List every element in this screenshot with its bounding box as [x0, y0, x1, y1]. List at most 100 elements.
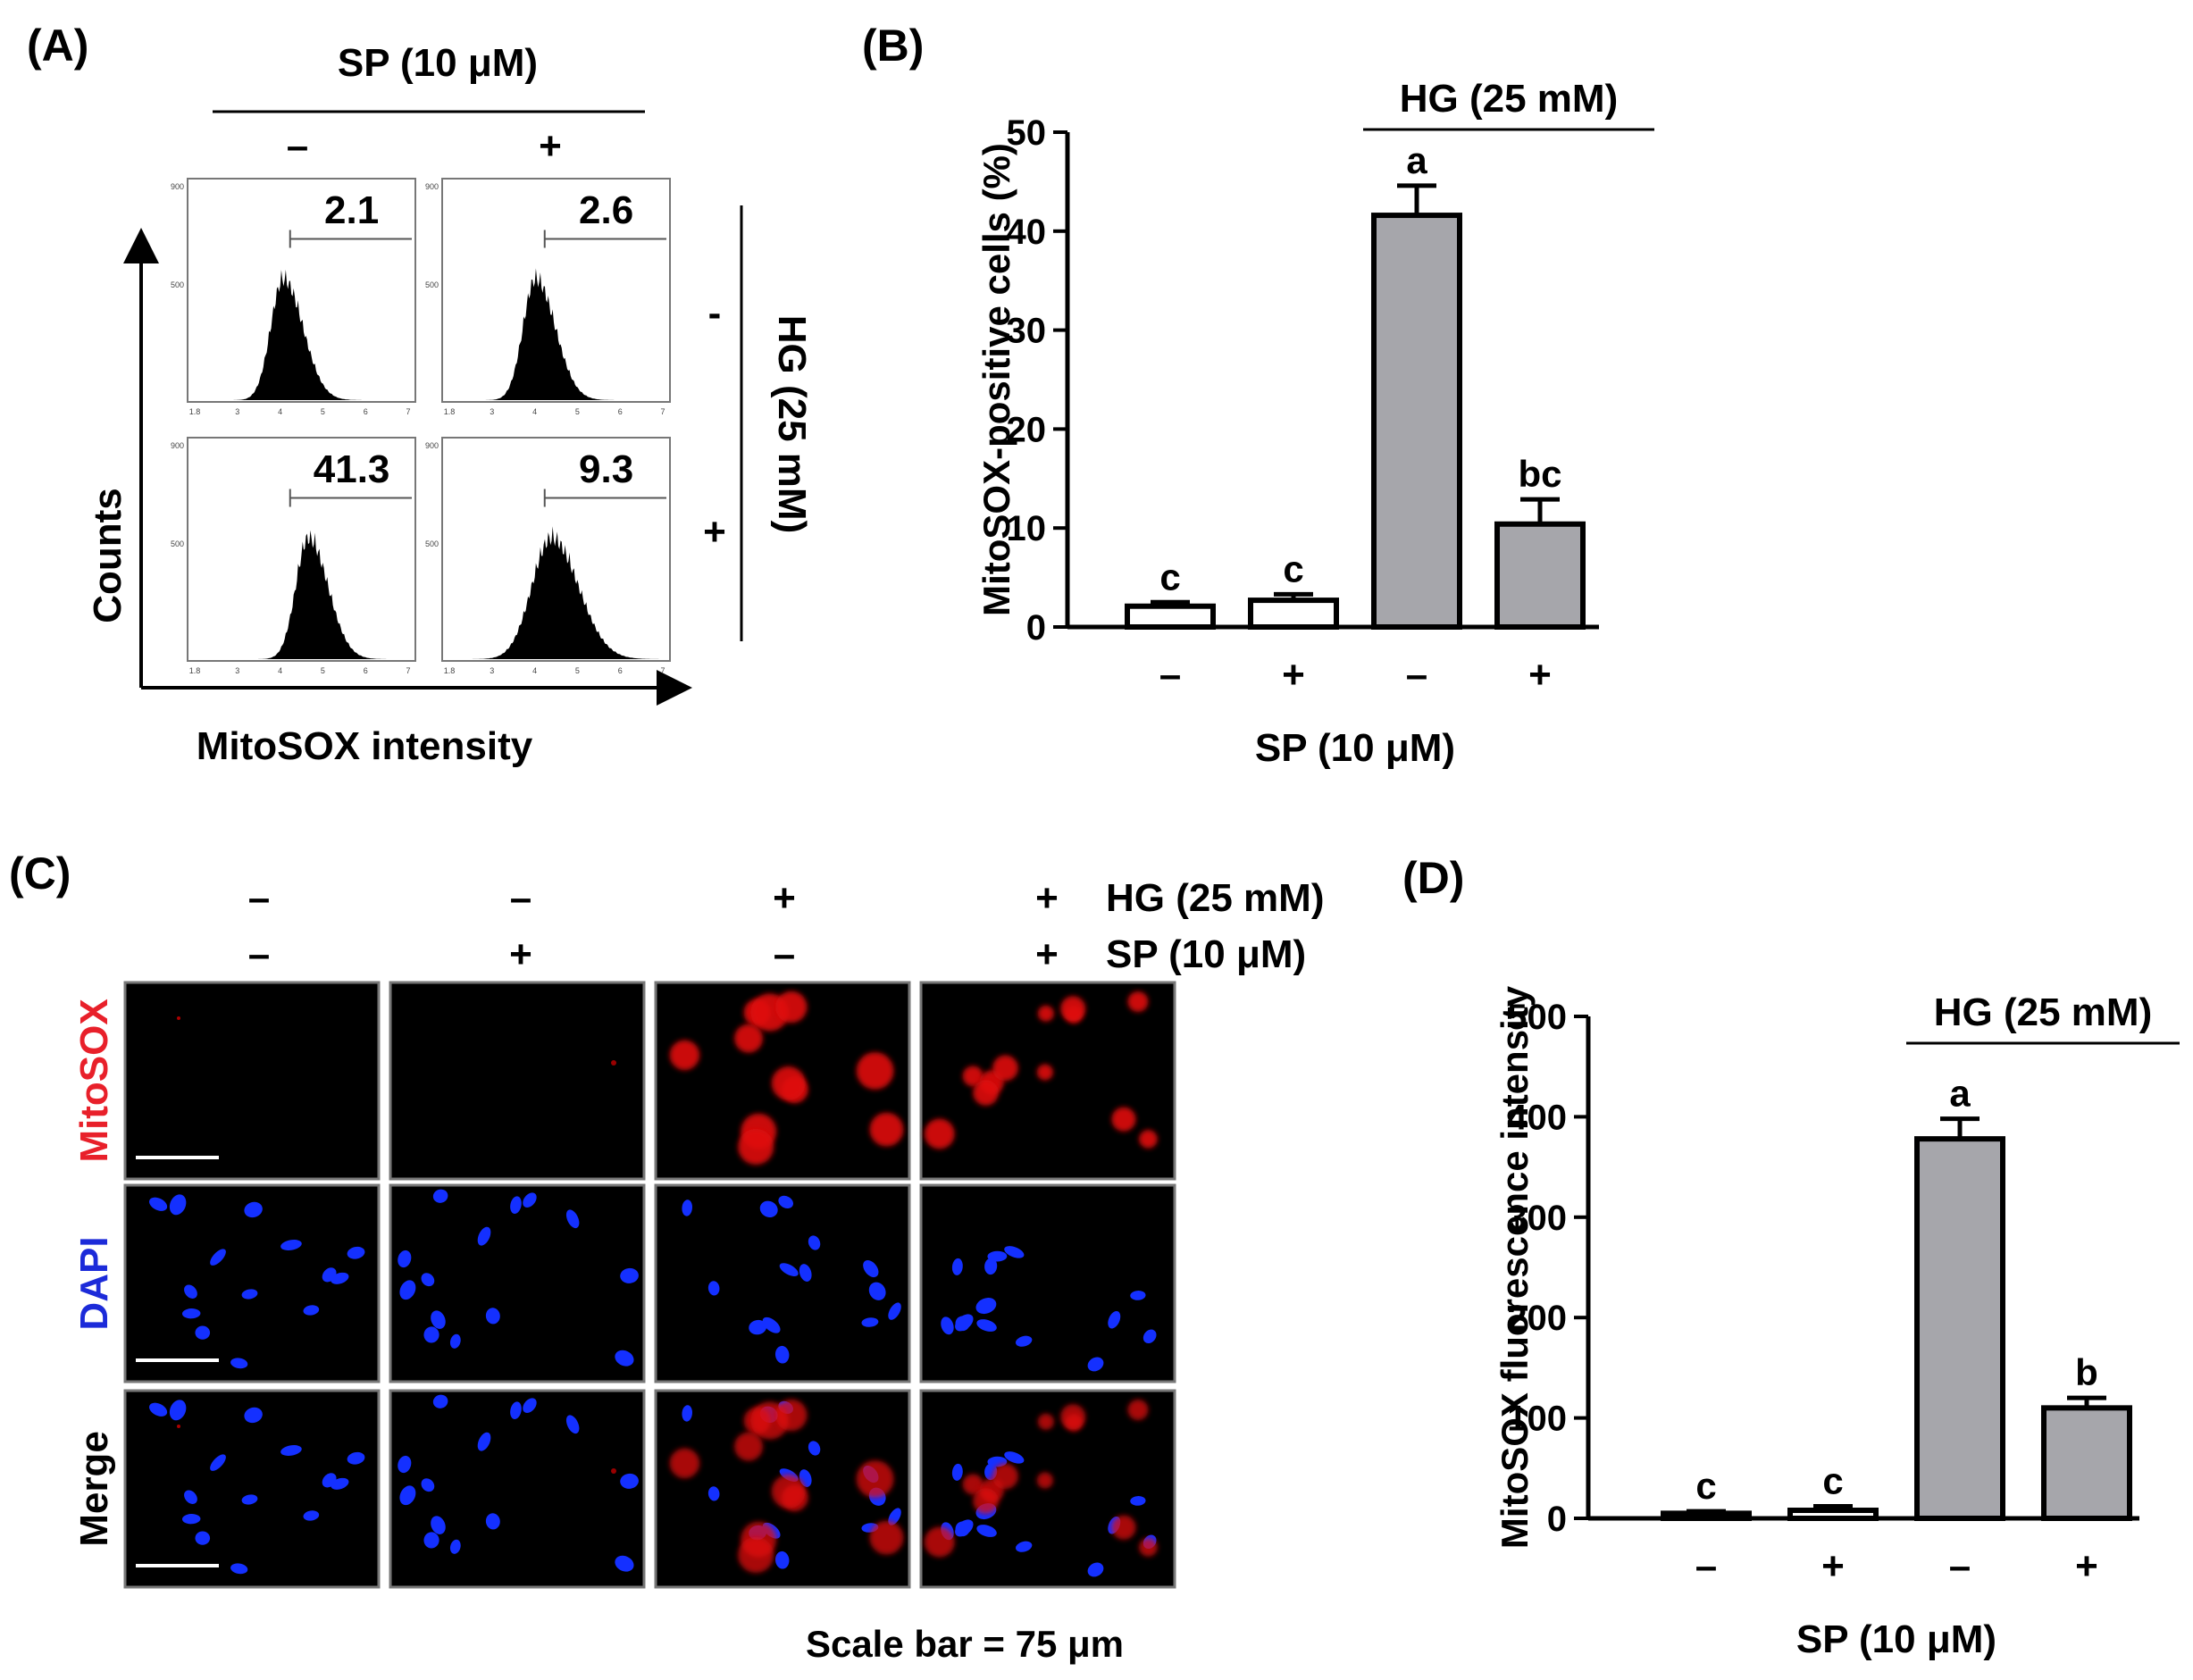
scale-bar-text: Scale bar = 75 μm [806, 1623, 1124, 1665]
nucleus [169, 1194, 187, 1216]
nucleus [955, 1519, 974, 1537]
nucleus [510, 1196, 522, 1215]
bar [1125, 603, 1216, 630]
significance-letter: a [1949, 1073, 1971, 1115]
bar [2041, 1405, 2132, 1521]
panel-label-a: (A) [27, 21, 88, 71]
nucleus [347, 1246, 365, 1259]
histogram-x-tick: 1.8 [189, 407, 201, 416]
mitosox-signal [734, 1024, 764, 1053]
nucleus [432, 1189, 448, 1203]
nucleus [861, 1317, 879, 1327]
histogram-x-tick: 7 [406, 407, 410, 416]
micrograph-tile [654, 1183, 911, 1383]
bar [1914, 1136, 2005, 1522]
nucleus [347, 1451, 365, 1465]
nucleus [169, 1400, 187, 1421]
nucleus [941, 1316, 954, 1335]
nucleus [888, 1302, 901, 1320]
histogram-y-tick: 500 [425, 280, 439, 289]
condition-mark: + [773, 876, 796, 920]
condition-label: HG (25 mM) [1106, 876, 1324, 920]
histogram-x-tick: 6 [618, 666, 623, 675]
mitosox-signal [1111, 1107, 1136, 1132]
panel-label-d: (D) [1402, 853, 1464, 903]
condition-label: SP (10 μM) [1106, 932, 1306, 976]
bar [1494, 521, 1586, 631]
significance-letter: a [1406, 139, 1427, 181]
histogram-x-tick: 6 [618, 407, 623, 416]
nucleus [976, 1319, 997, 1332]
nucleus [759, 1200, 778, 1217]
micrograph-tile [389, 1183, 646, 1383]
nucleus [241, 1289, 258, 1300]
nucleus [431, 1516, 446, 1534]
row-label: Merge [72, 1431, 116, 1547]
mitosox-signal [611, 1468, 616, 1474]
nucleus [398, 1455, 412, 1474]
bar [1787, 1508, 1879, 1522]
sp-col-label-0: – [287, 124, 308, 168]
nucleus [1087, 1357, 1104, 1372]
histogram-y-tick: 500 [171, 280, 184, 289]
mitosox-signal [669, 1040, 700, 1071]
condition-mark: – [248, 876, 270, 920]
y-tick-label: 10 [1007, 509, 1047, 548]
nucleus [615, 1555, 634, 1572]
histogram-x-tick: 1.8 [189, 666, 201, 675]
nucleus [399, 1280, 416, 1300]
nucleus [863, 1259, 879, 1278]
nucleus [682, 1405, 692, 1422]
y-axis-label: MitoSOX-positive cells (%) [975, 143, 1017, 616]
nucleus [778, 1195, 794, 1208]
histogram-y-tick: 900 [171, 182, 184, 191]
nucleus [322, 1473, 337, 1488]
nucleus [682, 1199, 692, 1216]
mitosox-signal [771, 1475, 806, 1509]
category-label: + [2075, 1544, 2098, 1588]
y-tick-label: 400 [1507, 1098, 1567, 1137]
y-axis-label: MitoSOX fluorescence intensity [1494, 985, 1536, 1549]
mitosox-signal [669, 1448, 700, 1479]
nucleus [984, 1258, 998, 1275]
micrograph-tile [654, 1389, 911, 1589]
histogram-x-tick: 6 [364, 407, 368, 416]
mitosox-signal [962, 1066, 984, 1087]
y-tick-label: 100 [1507, 1400, 1567, 1439]
nucleus [230, 1563, 248, 1575]
mitosox-signal [1127, 1399, 1149, 1420]
histogram-percent: 41.3 [314, 447, 390, 491]
histogram-x-tick: 5 [575, 666, 580, 675]
histogram-x-tick: 1.8 [444, 407, 456, 416]
nucleus [510, 1401, 522, 1420]
condition-mark: + [1035, 932, 1059, 976]
nucleus [951, 1463, 963, 1481]
panel-label-c: (C) [9, 848, 71, 899]
nucleus [477, 1432, 491, 1451]
histogram-x-tick: 3 [490, 407, 494, 416]
histogram-1: 900 500 1.8 3 4 5 6 7 2.6 [425, 178, 671, 416]
significance-letter: c [1822, 1460, 1843, 1502]
histogram-x-tick: 3 [235, 407, 239, 416]
nucleus [244, 1201, 263, 1218]
mitosox-signal [1111, 1515, 1136, 1540]
mitosox-signal [177, 1425, 180, 1428]
significance-letter: c [1283, 547, 1303, 589]
category-label: – [1406, 653, 1427, 697]
nucleus [1143, 1329, 1157, 1344]
y-tick-label: 200 [1507, 1299, 1567, 1338]
nucleus [303, 1510, 320, 1521]
y-tick-label: 30 [1007, 312, 1047, 351]
histogram-peak [444, 526, 668, 659]
nucleus [749, 1319, 767, 1335]
mitosox-signal [1060, 1404, 1086, 1430]
category-label: – [1159, 653, 1181, 697]
nucleus [195, 1531, 211, 1545]
nucleus [399, 1485, 416, 1506]
y-tick-label: 20 [1007, 410, 1047, 449]
sp-label-a: SP (10 μM) [338, 41, 538, 85]
nucleus [1016, 1541, 1033, 1552]
group-label: HG (25 mM) [1934, 990, 2152, 1034]
